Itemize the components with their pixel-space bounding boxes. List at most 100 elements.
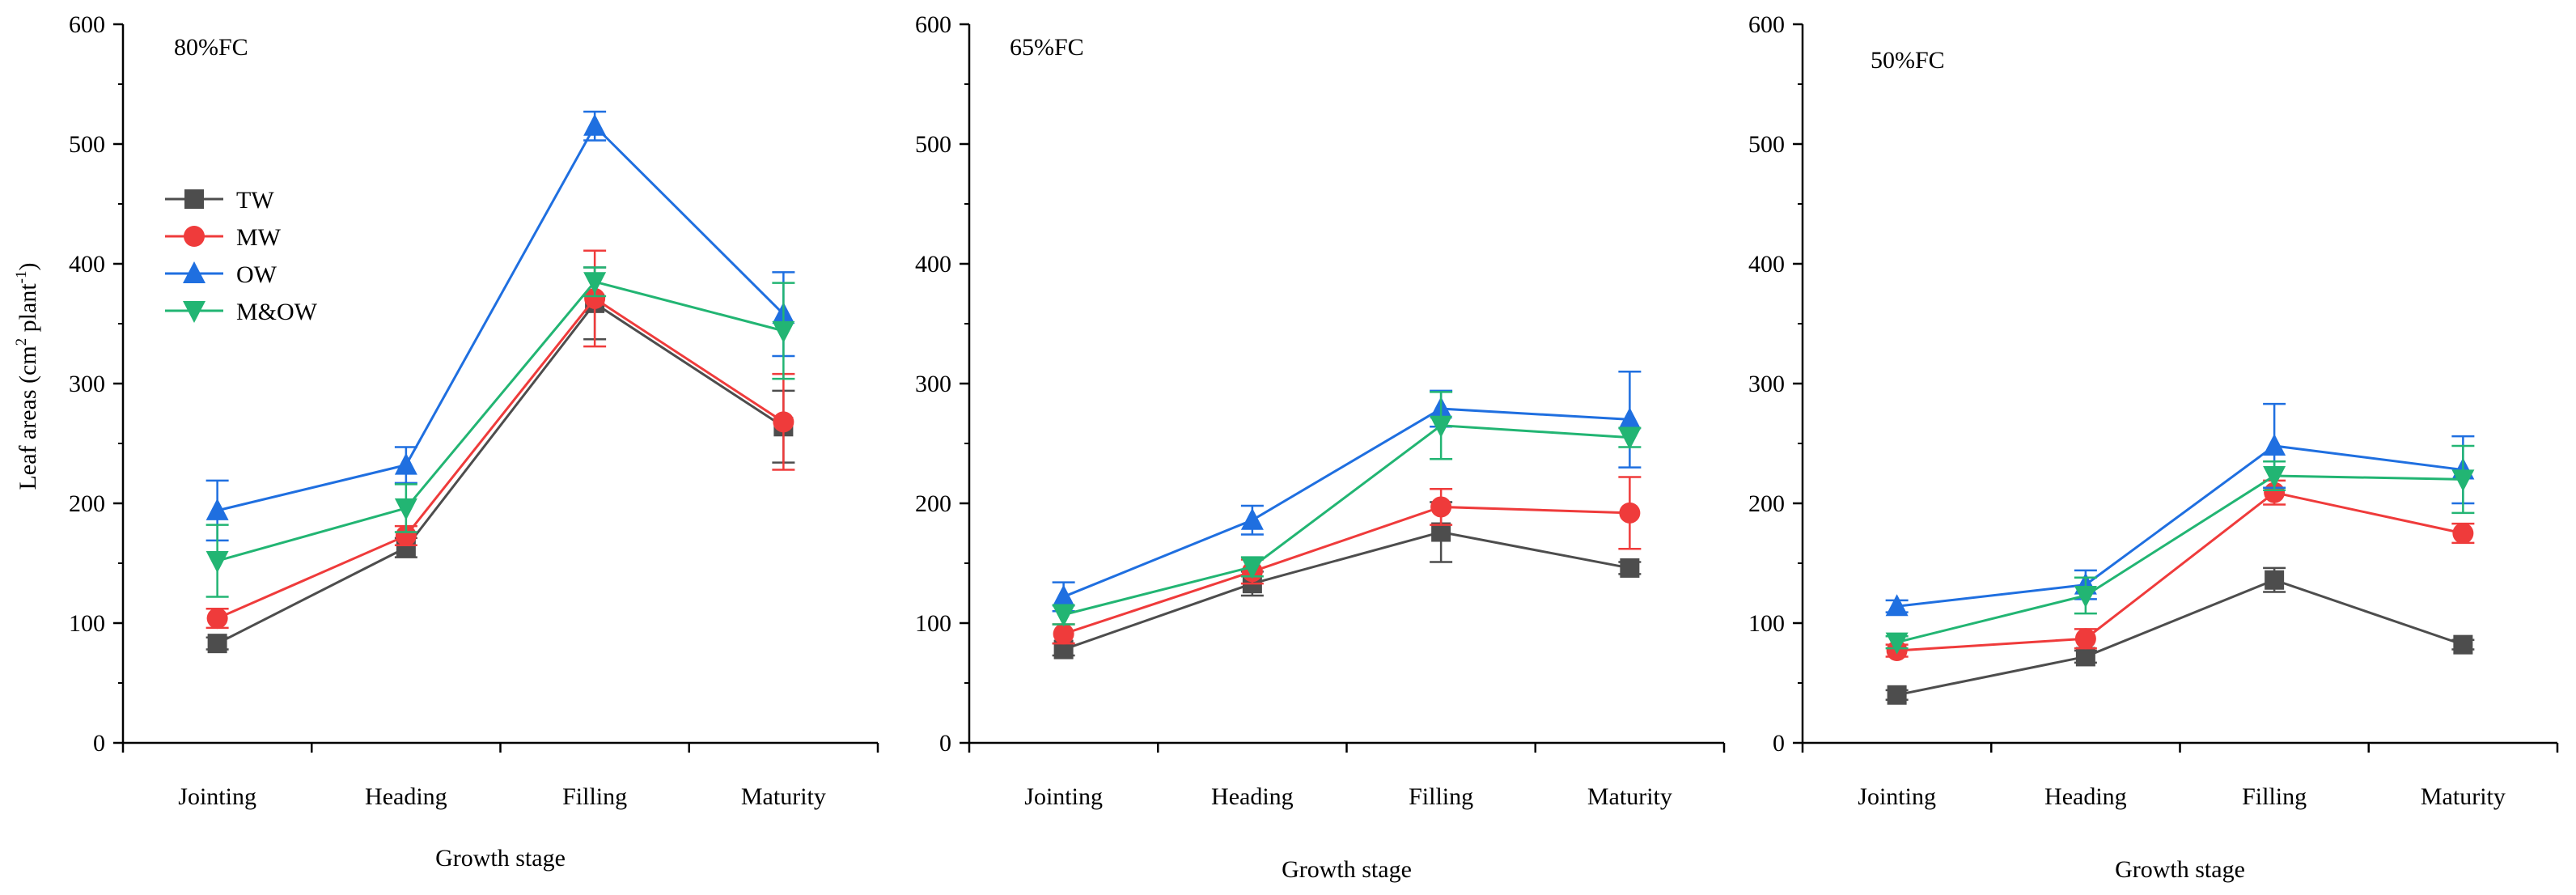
y-tick-label: 400 [1748,251,1785,278]
data-point [1052,604,1075,627]
y-tick-label: 600 [69,11,105,38]
series-mw [1885,479,2475,662]
series-line [217,124,785,512]
series-line [1063,530,1630,651]
series-m-ow [1052,391,1642,627]
data-point [1240,557,1264,579]
legend-label: MW [236,224,282,251]
series-line [216,301,785,645]
data-point [1053,623,1074,645]
legend-marker [184,189,204,209]
x-axis-title: Growth stage [1282,856,1412,883]
series-ow [205,110,795,542]
series-m-ow [205,266,795,598]
data-point [2452,523,2474,544]
y-tick-label: 100 [69,610,105,637]
series-ow [1052,370,1642,613]
series-line [1896,474,2464,644]
data-point [207,634,227,654]
x-tick-label: Heading [365,783,447,810]
data-point [2265,570,2285,590]
data-point [1620,558,1640,578]
data-point [1240,507,1264,530]
data-point [2451,469,2475,492]
y-axis-label: Leaf areas (cm2 plant-1) [13,262,41,490]
legend-marker [183,261,205,283]
data-point [1619,502,1641,524]
series-line [217,280,784,562]
y-tick-label: 300 [69,371,105,397]
data-point [773,411,794,433]
x-tick-label: Jointing [1858,783,1936,810]
x-tick-label: Filling [2242,783,2307,810]
series-line [1063,505,1630,635]
x-axis-title: Growth stage [435,845,566,872]
series-m-ow [1885,444,2475,655]
chart-panel-3: 0 100 200 300 400 500 600 Jointing Heading Fillin… [1748,11,2559,883]
chart-panel-2: 0 100 200 300 400 500 600 Jointing Heading Fillin… [915,11,1726,883]
legend: TW MW OW M&OW [165,187,318,325]
y-tick-label: 500 [1748,131,1785,158]
data-point [583,113,607,136]
x-tick-label: Maturity [1587,783,1672,810]
series-tw [1052,501,1642,660]
y-tick-label: 300 [1748,371,1785,397]
y-tick-label: 200 [69,490,105,517]
series-line [1063,424,1630,617]
data-point [2074,585,2097,608]
series-line [217,296,785,620]
x-tick-label: Heading [2044,783,2127,810]
data-point [584,287,606,309]
data-point [206,608,228,630]
series-tw [1885,566,2475,705]
data-point [583,272,607,295]
x-tick-label: Filling [1409,783,1473,810]
data-point [1052,584,1075,607]
series-mw [1052,476,1642,645]
x-tick-label: Maturity [741,783,826,810]
y-tick-label: 200 [1748,490,1785,517]
data-point [1430,415,1453,438]
data-point [205,498,229,520]
data-point [772,320,795,343]
data-point [1430,496,1452,518]
data-point [1885,632,1909,655]
data-point [2074,628,2096,650]
panel-title: 80%FC [174,34,248,61]
data-point [2075,647,2095,667]
series-line [1896,491,2464,652]
data-point [2453,634,2473,655]
x-axis-title: Growth stage [2115,856,2245,883]
plots: 0 100 200 300 400 500 600 Jointing Heading Fillin… [69,11,2559,883]
x-tick-label: Jointing [178,783,256,810]
legend-marker [184,226,205,247]
legend-label: M&OW [236,299,318,325]
y-tick-label: 600 [1748,11,1785,38]
x-tick-label: Filling [562,783,627,810]
y-tick-label: 400 [915,251,951,278]
data-point [394,498,417,520]
y-tick-label: 0 [1773,730,1785,757]
data-point [395,524,417,546]
data-point [1885,594,1909,617]
series-line [1063,407,1630,598]
data-point [1887,685,1907,705]
y-tick-label: 300 [915,371,951,397]
x-tick-label: Jointing [1024,783,1103,810]
y-tick-label: 0 [939,730,951,757]
y-tick-label: 600 [915,11,951,38]
y-tick-label: 100 [915,610,951,637]
legend-marker [183,301,205,323]
y-tick-label: 200 [915,490,951,517]
y-tick-label: 100 [1748,610,1785,637]
series-line [1896,444,2464,608]
panel-title: 50%FC [1871,47,1945,74]
x-tick-label: Maturity [2421,783,2506,810]
y-tick-label: 400 [69,251,105,278]
chart-panel-1: 0 100 200 300 400 500 600 Jointing Heading Fillin… [69,11,879,872]
x-tick-label: Heading [1211,783,1294,810]
y-tick-label: 0 [93,730,105,757]
data-point [394,452,417,475]
data-point [205,551,229,574]
